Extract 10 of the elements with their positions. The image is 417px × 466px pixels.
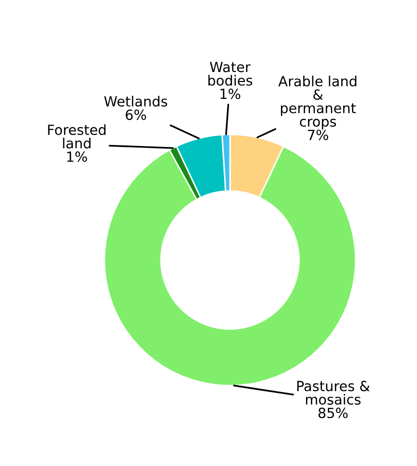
slice-label: Forested land — [48, 124, 106, 148]
slice-label: Arable land & permanent crops — [278, 76, 356, 130]
data-label: 7% — [308, 130, 328, 140]
data-label: 1% — [220, 88, 240, 100]
data-label: 1% — [67, 151, 88, 162]
slice-label: Water bodies — [208, 62, 252, 86]
slice-label: Pastures & mosaics — [297, 380, 370, 405]
slice-label: Wetlands — [104, 96, 168, 107]
data-label: 85% — [318, 408, 348, 418]
data-label: 6% — [126, 110, 146, 120]
